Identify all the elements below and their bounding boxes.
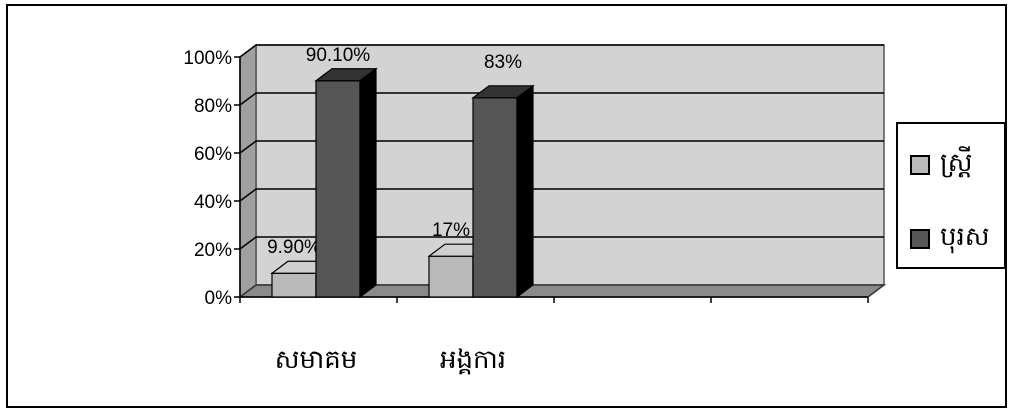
legend: ស្ត្រី បុរស	[896, 122, 1006, 269]
legend-swatch-men	[910, 229, 930, 249]
bar	[315, 80, 361, 298]
y-tick-label: 0%	[205, 288, 233, 309]
gridline	[239, 92, 884, 106]
y-tick-label: 100%	[183, 48, 232, 69]
gridline	[239, 44, 884, 58]
bar	[472, 97, 518, 298]
data-label: 17%	[432, 220, 470, 241]
x-category-label: អង្គការ	[440, 345, 506, 375]
data-label: 9.90%	[267, 237, 321, 258]
x-category-label: សមាគម	[275, 345, 358, 375]
y-tick-label: 40%	[194, 192, 232, 213]
gridline	[239, 236, 884, 250]
y-tick-label: 20%	[194, 240, 232, 261]
legend-item-men: បុរស	[910, 220, 990, 258]
bar	[271, 272, 317, 298]
y-tick-label: 80%	[194, 96, 232, 117]
plot-side-wall	[239, 43, 257, 299]
bar-side	[516, 84, 534, 299]
legend-item-women: ស្ត្រី	[910, 146, 973, 184]
y-tick-label: 60%	[194, 144, 232, 165]
bar-side	[359, 67, 377, 299]
gridline	[239, 140, 884, 154]
gridline	[239, 188, 884, 202]
legend-label-women: ស្ត្រី	[940, 148, 973, 178]
legend-swatch-women	[910, 155, 930, 175]
legend-label-men: បុរស	[940, 222, 990, 252]
bar	[428, 255, 474, 298]
data-label: 83%	[484, 52, 522, 73]
data-label: 90.10%	[306, 45, 371, 66]
